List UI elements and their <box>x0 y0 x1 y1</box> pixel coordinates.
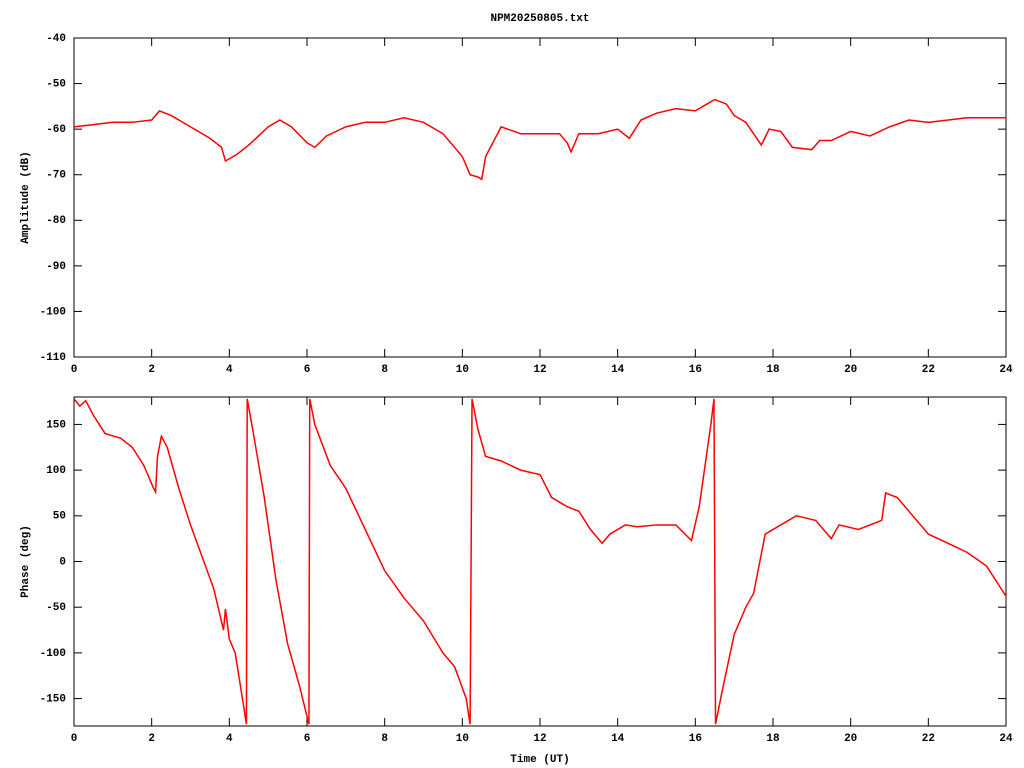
data-line <box>73 398 1007 725</box>
y-tick-label: 100 <box>46 465 66 477</box>
y-tick-label: -90 <box>46 261 66 273</box>
x-tick-label: 12 <box>533 733 546 745</box>
y-tick-label: 50 <box>53 511 66 523</box>
y-tick-label: -70 <box>46 170 66 182</box>
x-tick-label: 24 <box>999 733 1013 745</box>
data-line <box>73 98 1006 181</box>
x-tick-label: 10 <box>456 733 469 745</box>
x-tick-label: 10 <box>456 364 469 376</box>
x-tick-label: 2 <box>148 364 155 376</box>
y-tick-label: -100 <box>40 306 66 318</box>
y-axis-label: Phase (deg) <box>20 525 32 598</box>
y-tick-label: 0 <box>59 556 66 568</box>
x-tick-label: 0 <box>71 733 78 745</box>
x-tick-label: 16 <box>689 364 702 376</box>
y-tick-label: -150 <box>40 693 66 705</box>
plot-frame <box>73 37 1007 358</box>
x-tick-label: 24 <box>999 364 1013 376</box>
y-tick-label: -110 <box>40 352 66 364</box>
x-tick-label: 22 <box>922 733 935 745</box>
x-tick-label: 16 <box>689 733 702 745</box>
x-tick-label: 14 <box>611 364 625 376</box>
x-axis-label: Time (UT) <box>510 754 569 766</box>
y-tick-label: -80 <box>46 215 66 227</box>
x-tick-label: 6 <box>304 733 311 745</box>
plot-frame <box>73 396 1007 727</box>
x-tick-label: 12 <box>533 364 546 376</box>
x-tick-label: 18 <box>766 733 780 745</box>
y-tick-label: -60 <box>46 124 66 136</box>
x-tick-label: 0 <box>71 364 78 376</box>
x-tick-label: 8 <box>381 733 388 745</box>
x-tick-label: 6 <box>304 364 311 376</box>
x-tick-label: 20 <box>844 364 857 376</box>
x-tick-label: 20 <box>844 733 857 745</box>
y-axis-label: Amplitude (dB) <box>20 151 32 243</box>
x-tick-label: 8 <box>381 364 388 376</box>
y-tick-label: 150 <box>46 419 66 431</box>
y-tick-label: -100 <box>40 648 66 660</box>
y-tick-label: -50 <box>46 78 66 90</box>
x-tick-label: 2 <box>148 733 155 745</box>
chart-title: NPM20250805.txt <box>490 13 589 25</box>
x-tick-label: 4 <box>226 733 233 745</box>
x-tick-label: 22 <box>922 364 935 376</box>
y-tick-label: -50 <box>46 602 66 614</box>
x-tick-label: 14 <box>611 733 625 745</box>
x-tick-label: 18 <box>766 364 780 376</box>
x-tick-label: 4 <box>226 364 233 376</box>
y-tick-label: -40 <box>46 33 66 45</box>
